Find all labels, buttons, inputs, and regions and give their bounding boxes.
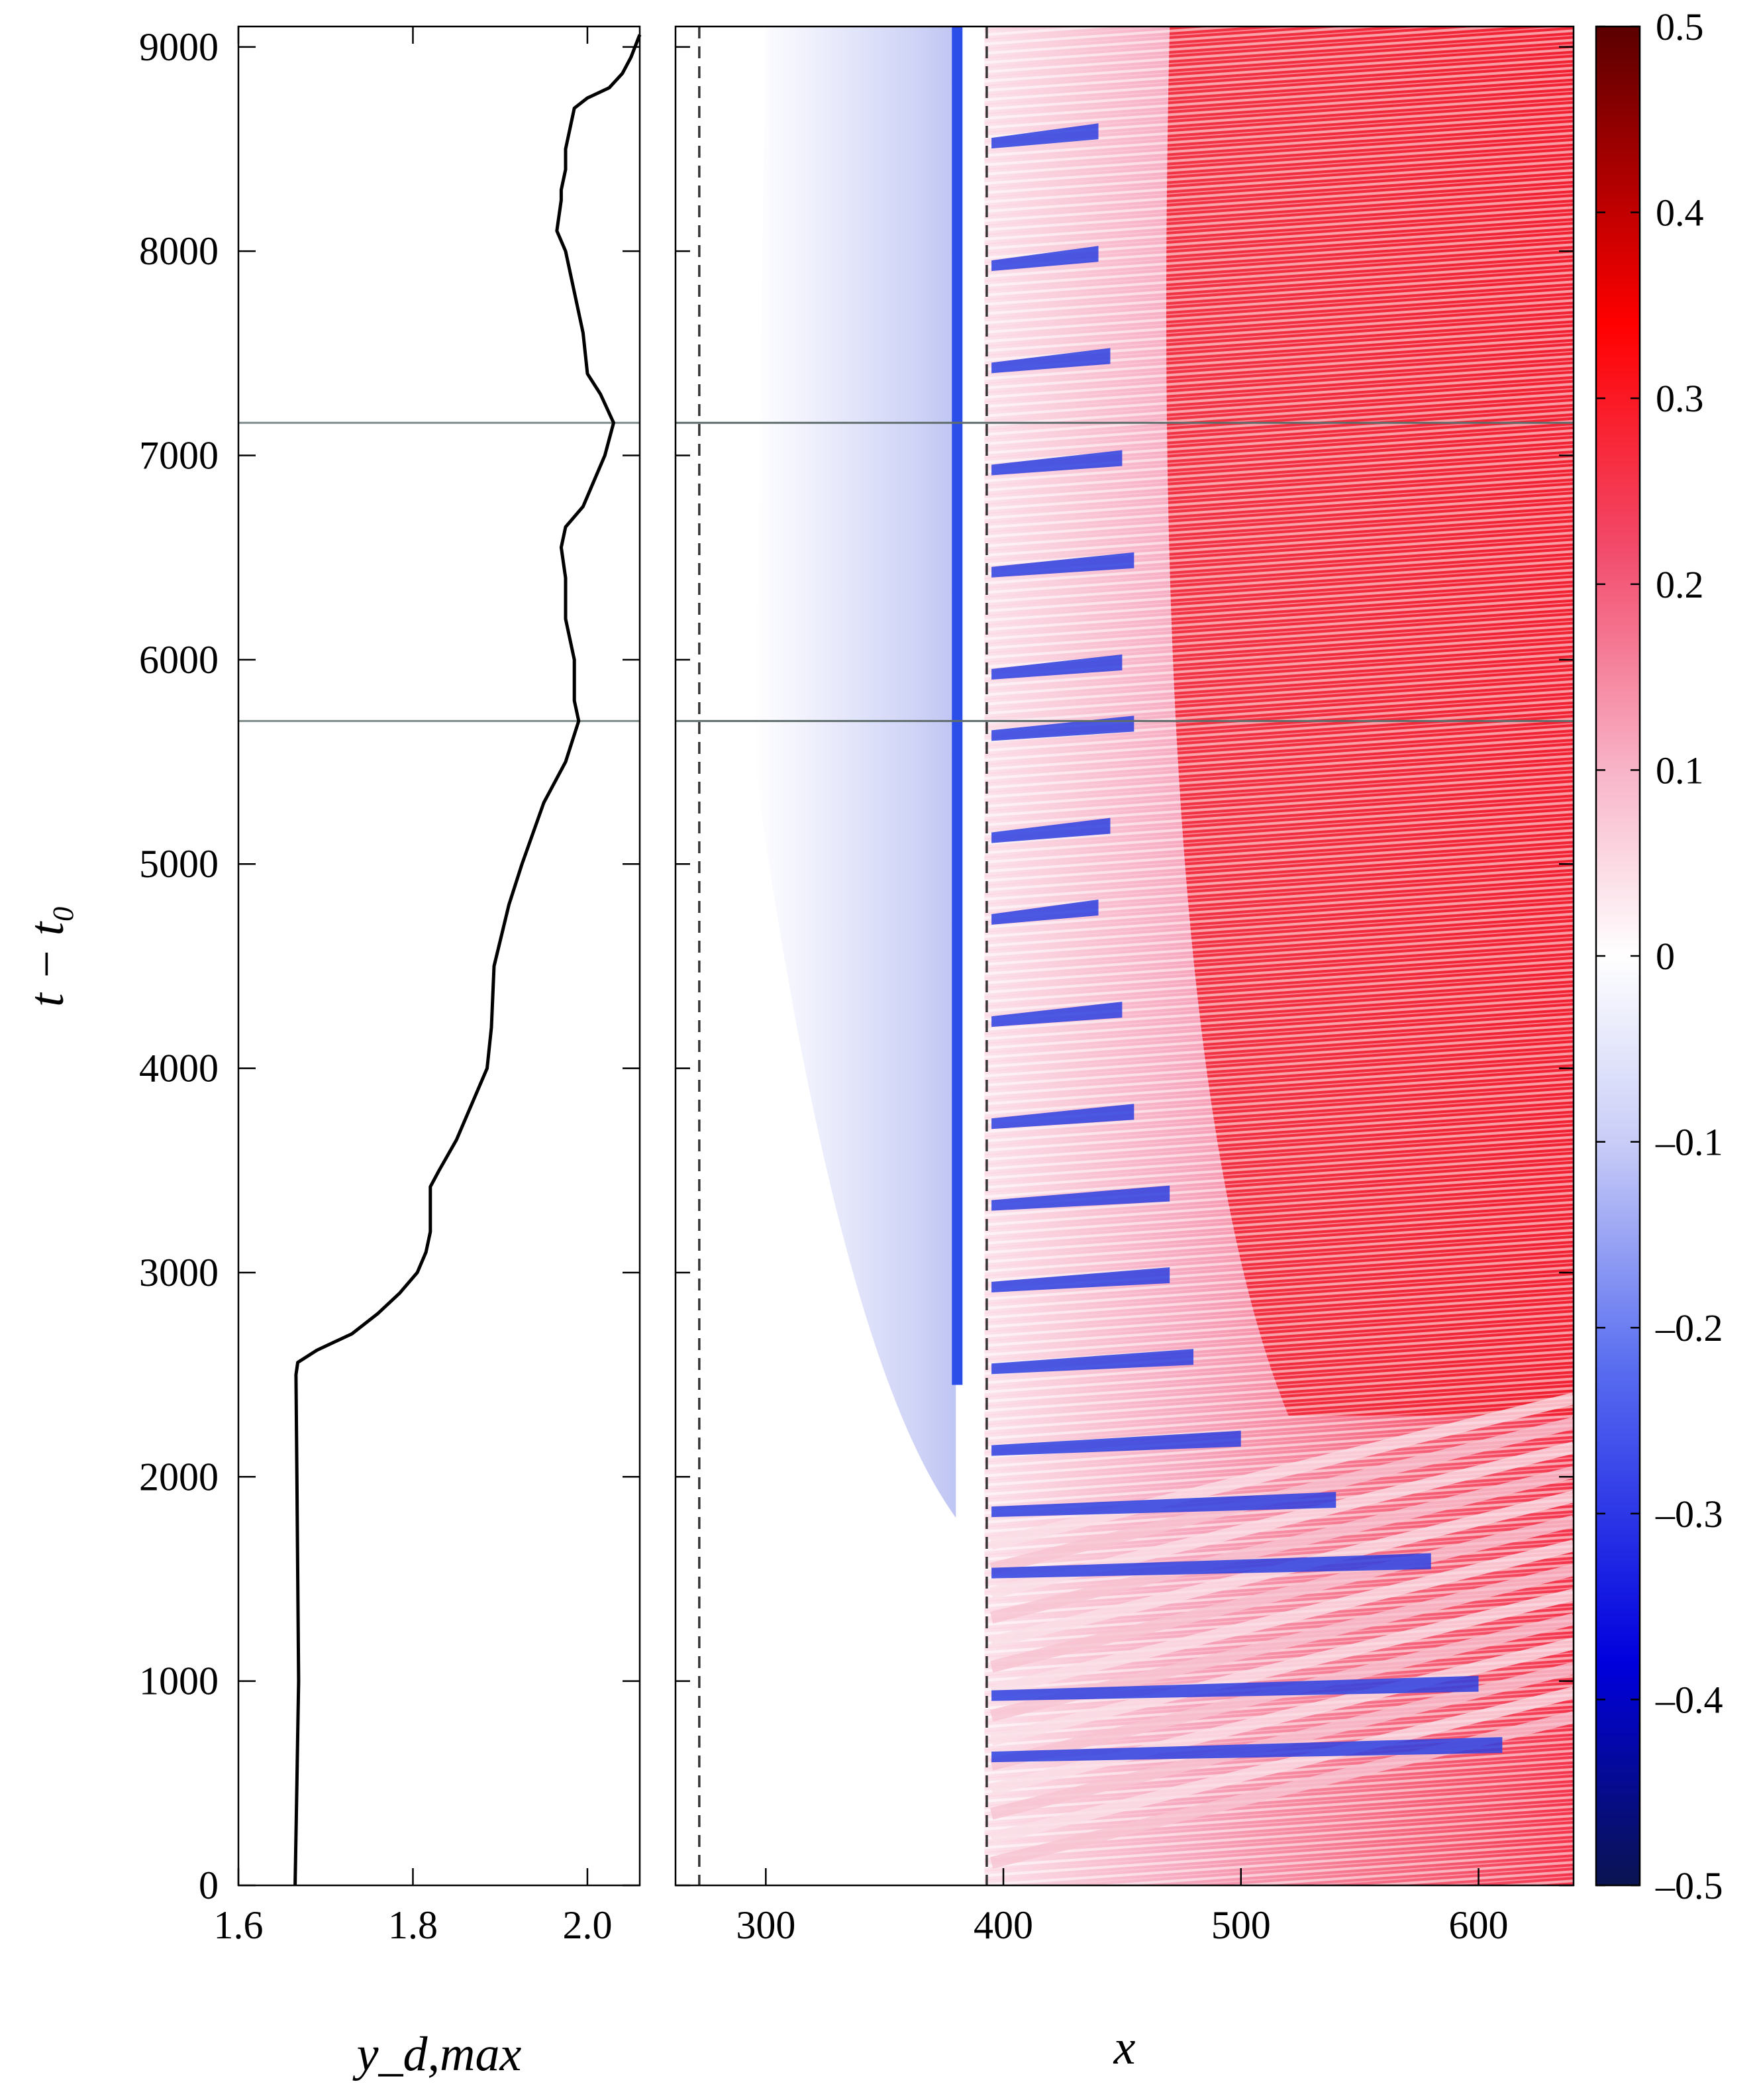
left-xtick-label: 1.8: [388, 1903, 438, 1947]
blue-streak: [991, 817, 1111, 843]
right-xtick-label: 400: [974, 1903, 1033, 1947]
left-ytick-label: 2000: [139, 1455, 219, 1498]
blue-streak: [991, 552, 1134, 578]
left-ytick-label: 5000: [139, 842, 219, 886]
left-ytick-label: 8000: [139, 229, 219, 273]
blue-vortex-band: [952, 26, 963, 1385]
light-blue-region: [754, 26, 956, 1518]
wave-streak: [989, 1687, 1574, 1844]
right-xaxis-label: x: [1113, 2021, 1136, 2075]
left-ytick-label: 7000: [139, 434, 219, 478]
blue-streak: [991, 246, 1099, 272]
heatmap-field: [676, 26, 1574, 1885]
wave-streak: [989, 1540, 1574, 1697]
left-line-panel: 0 1000 2000 3000 4000 5000 6000 7000 8000 9000 1.6…: [20, 25, 642, 2081]
blue-streak: [991, 1185, 1170, 1211]
blue-streak: [991, 450, 1123, 476]
wave-streak: [989, 1662, 1574, 1820]
colorbar-tick-label: 0.1: [1656, 749, 1704, 792]
colorbar-tick-label: –0.5: [1655, 1864, 1723, 1907]
right-xtick-label: 600: [1449, 1903, 1509, 1947]
right-plot-frame: [674, 25, 1575, 1887]
right-heatmap-panel: 300 400 500 600 x: [674, 25, 1575, 2075]
stripe-texture: [984, 26, 1574, 1885]
colorbar-tick-label: –0.2: [1655, 1306, 1723, 1349]
colorbar-tick-label: 0.2: [1656, 563, 1704, 606]
ydmax-line: [293, 34, 642, 1886]
blue-streak: [991, 654, 1123, 680]
left-ytick-label: 3000: [139, 1251, 219, 1294]
right-xtick-label: 300: [736, 1903, 795, 1947]
colorbar: 0.5 0.4 0.3 0.2 0.1 0 –0.1 –0.2 –0.3 –0.4 –0.5: [1595, 5, 1723, 1907]
colorbar-tick-label: –0.4: [1655, 1678, 1723, 1721]
blue-streak: [991, 1737, 1503, 1763]
left-ytick-label: 1000: [139, 1659, 219, 1703]
blue-streak: [991, 899, 1099, 925]
blue-streak: [991, 1267, 1170, 1292]
blue-streak: [991, 1553, 1431, 1579]
left-ytick-label: 4000: [139, 1047, 219, 1090]
blue-streak: [991, 1002, 1123, 1027]
blue-streak: [991, 123, 1099, 149]
blue-streak: [991, 1349, 1194, 1375]
wave-streak: [989, 1638, 1574, 1795]
left-ytick-label: 6000: [139, 638, 219, 682]
blue-streak: [991, 1430, 1241, 1456]
blue-streak: [991, 1675, 1479, 1701]
blue-streak: [991, 348, 1111, 374]
colorbar-tick-label: –0.3: [1655, 1493, 1723, 1536]
left-xtick-label: 2.0: [562, 1903, 612, 1947]
blue-streak: [991, 1492, 1336, 1518]
left-ytick-label: 0: [199, 1864, 219, 1907]
left-xtick-label: 1.6: [214, 1903, 264, 1947]
left-plot-frame: [237, 25, 641, 1887]
right-xtick-label: 500: [1211, 1903, 1271, 1947]
left-xaxis-label: y_d,max: [352, 2027, 522, 2081]
wave-streak: [989, 1392, 1574, 1550]
colorbar-tick-label: 0.4: [1656, 191, 1704, 235]
colorbar-tick-label: –0.1: [1655, 1121, 1723, 1164]
left-yaxis-label: t − t₀: [20, 905, 74, 1007]
blue-streak: [991, 1104, 1134, 1129]
left-ytick-label: 9000: [139, 25, 219, 69]
wave-streak: [989, 1589, 1574, 1746]
colorbar-tick-label: 0.5: [1656, 5, 1704, 48]
wave-streak: [989, 1515, 1574, 1673]
wave-streak: [989, 1466, 1574, 1624]
colorbar-tick-label: 0.3: [1656, 377, 1704, 420]
colorbar-tick-label: 0: [1656, 935, 1675, 978]
